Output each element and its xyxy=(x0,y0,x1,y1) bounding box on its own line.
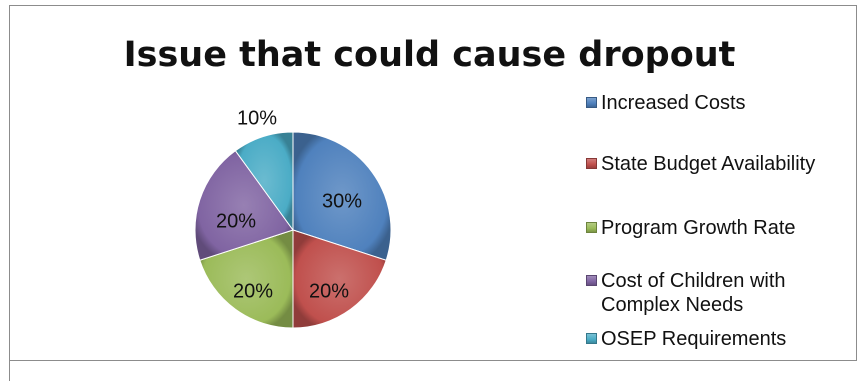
pie-data-label-1: 30% xyxy=(322,190,362,212)
legend-label-4: Cost of Children with Complex Needs xyxy=(601,270,786,316)
chart-title: Issue that could cause dropout xyxy=(123,35,736,75)
pie-data-label-3: 20% xyxy=(233,280,273,302)
pie-slices-group xyxy=(194,131,392,329)
legend-item-1: Increased Costs xyxy=(586,91,746,115)
legend-swatch-2 xyxy=(586,158,597,169)
pie-data-label-5: 10% xyxy=(237,107,277,129)
legend-swatch-5 xyxy=(586,333,597,344)
legend-item-4: Cost of Children with Complex Needs xyxy=(586,269,854,317)
pie-labels-group: 30% 20% 20% 20% 10% xyxy=(216,107,362,302)
legend-label-1: Increased Costs xyxy=(601,92,746,114)
legend-swatch-3 xyxy=(586,222,597,233)
chart-area xyxy=(9,5,857,361)
pie-data-label-2: 20% xyxy=(309,280,349,302)
pie-data-label-4: 20% xyxy=(216,210,256,232)
legend-item-5: OSEP Requirements xyxy=(586,327,786,351)
pie-slice-increased-costs xyxy=(292,131,392,261)
legend-label-2: State Budget Availability xyxy=(601,153,816,175)
legend-item-3: Program Growth Rate xyxy=(586,216,796,240)
legend-swatch-1 xyxy=(586,97,597,108)
pie-slice-osep-requirements xyxy=(234,131,294,232)
pie-slice-cost-of-children-with-complex-needs xyxy=(194,150,294,261)
pie-slice-state-budget-availability xyxy=(292,229,387,329)
legend-label-3: Program Growth Rate xyxy=(601,217,796,239)
page-top-strip xyxy=(0,0,859,6)
legend-label-5: OSEP Requirements xyxy=(601,328,787,350)
legend-item-2: State Budget Availability xyxy=(586,152,815,176)
chart-left-border xyxy=(9,5,10,381)
legend-swatch-4 xyxy=(586,275,597,286)
pie-slice-program-growth-rate xyxy=(199,229,294,329)
